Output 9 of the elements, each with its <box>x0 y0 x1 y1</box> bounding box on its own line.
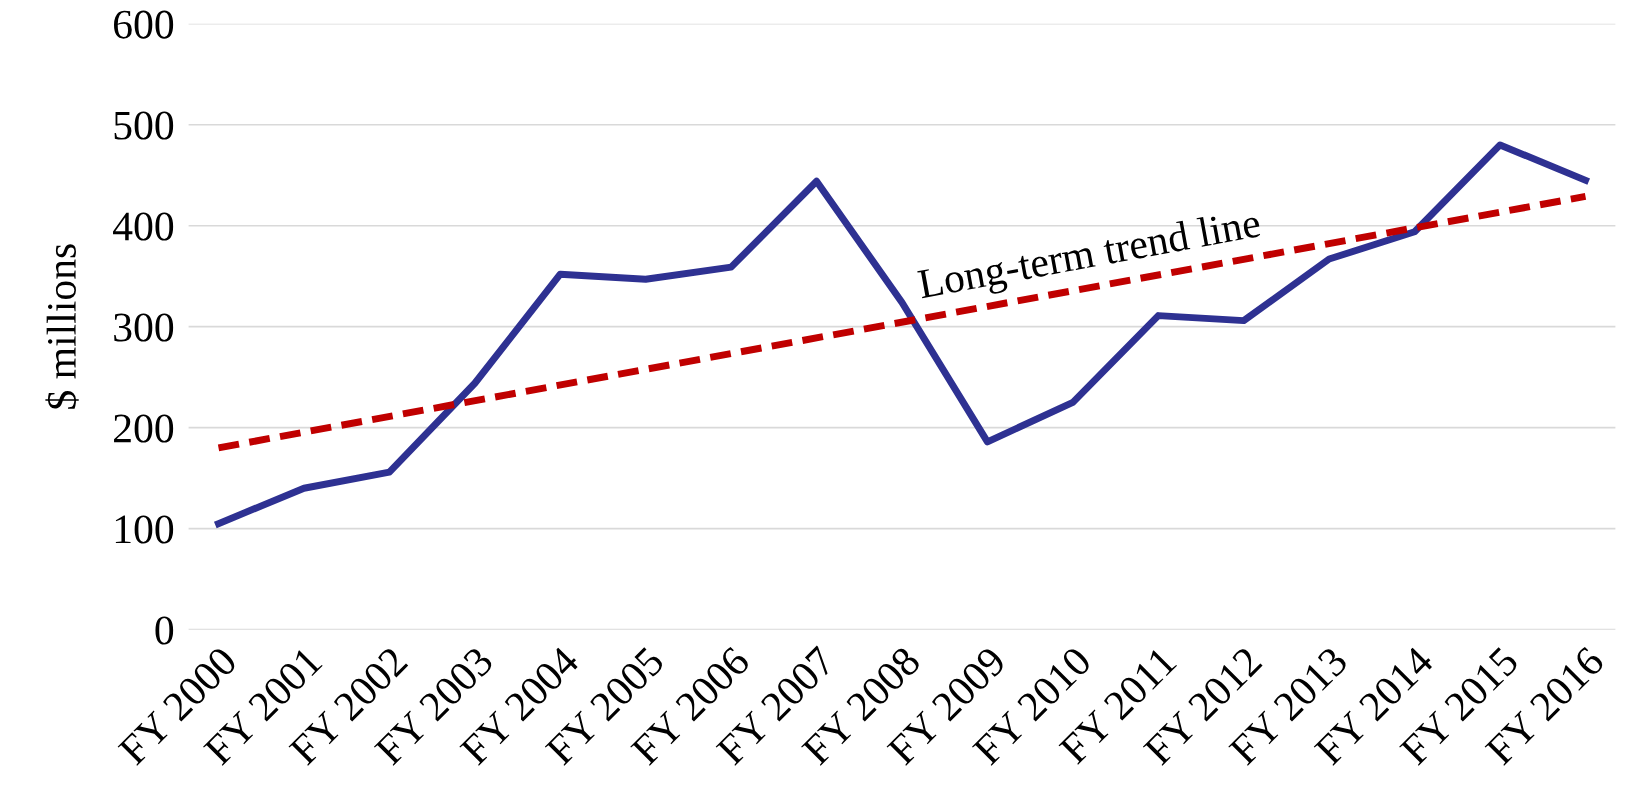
y-tick-label: 500 <box>114 111 174 140</box>
y-axis-title: $ millions <box>45 244 79 409</box>
y-tick-label: 0 <box>155 616 174 645</box>
y-tick-label: 100 <box>115 515 174 544</box>
annotation: Long-term trend line <box>917 207 1263 308</box>
y-tick-label: 200 <box>114 414 174 443</box>
y-tick-label: 300 <box>114 313 174 342</box>
y-tick-label: 600 <box>114 10 174 39</box>
y-tick-label: 400 <box>113 212 174 241</box>
